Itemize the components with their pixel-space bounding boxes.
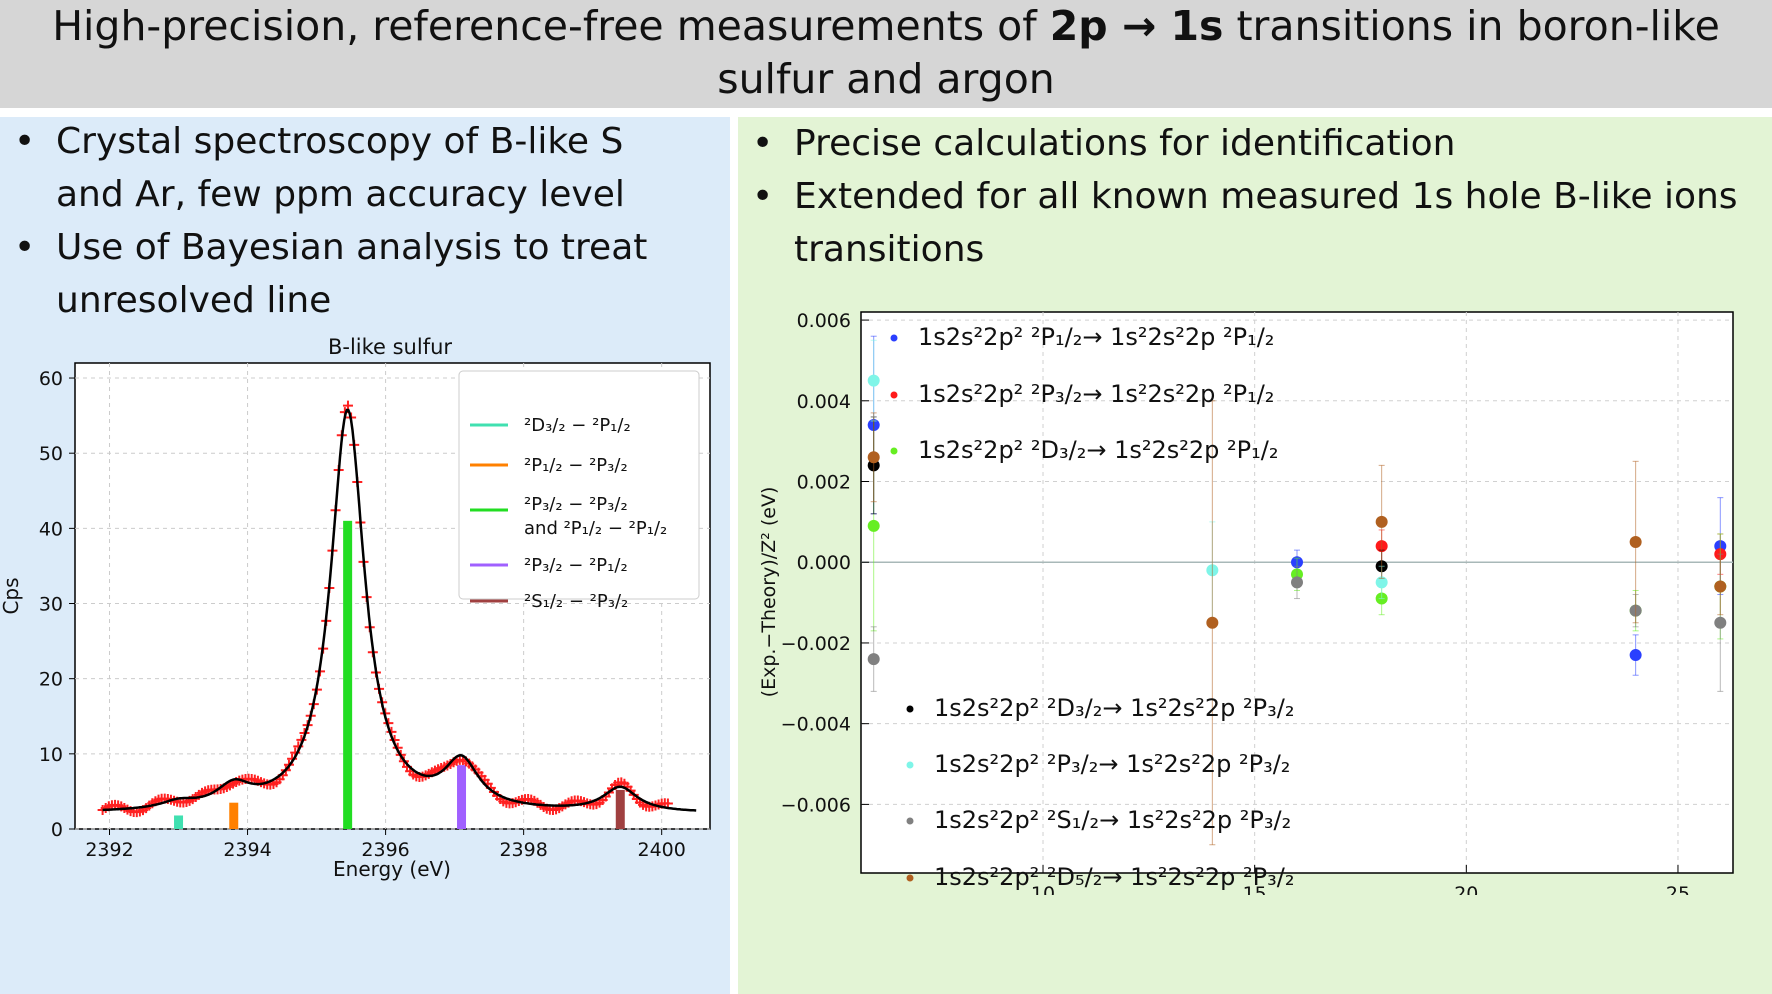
legend-label: 1s2s²2p² ²D₃/₂→ 1s²2s²2p ²P₃/₂ (934, 694, 1294, 722)
right-bullet-list: Precise calculations for identification … (738, 117, 1748, 276)
axis-ticks: 2392 2394 2396 2398 2400 0 10 20 30 40 50 60 (39, 368, 686, 861)
data-point (1375, 576, 1388, 589)
bar (174, 815, 184, 829)
legend-marker (906, 874, 914, 882)
x-tick-label: 20 (1454, 883, 1478, 895)
legend-label: 1s2s²2p² ²P₁/₂→ 1s²2s²2p ²P₁/₂ (918, 323, 1274, 351)
data-point (867, 374, 880, 387)
legend-label: 1s2s²2p² ²S₁/₂→ 1s²2s²2p ²P₃/₂ (934, 806, 1291, 834)
y-tick-label: 0.002 (797, 472, 851, 494)
legend-marker (890, 391, 898, 399)
data-point (1629, 649, 1642, 662)
title-text-2: transitions in boron-like (1223, 2, 1720, 50)
legend-label: 1s2s²2p² ²D₅/₂→ 1s²2s²2p ²P₃/₂ (934, 863, 1294, 891)
bar (615, 789, 625, 829)
y-tick-label: 30 (39, 594, 63, 616)
x-axis-label: Energy (eV) (333, 857, 451, 881)
fit-line (102, 408, 697, 812)
bar (343, 520, 353, 829)
x-tick-label: 2400 (638, 839, 686, 861)
y-tick-label: 40 (39, 518, 63, 540)
y-axis-label: (Exp.−Theory)/Z² (eV) (758, 487, 780, 698)
legend-label: ²P₃/₂ − ²P₃/₂ (524, 494, 628, 515)
y-tick-label: 0.006 (797, 310, 851, 332)
legend-marker (906, 761, 914, 769)
right-bullet-item: Precise calculations for identification (738, 117, 1748, 170)
legend-label: ²D₃/₂ − ²P₁/₂ (524, 415, 631, 436)
chart-title: B-like sulfur (328, 335, 452, 359)
x-tick-label: 2398 (499, 839, 547, 861)
data-points (867, 335, 1727, 846)
legend-entries: 1s2s²2p² ²P₁/₂→ 1s²2s²2p ²P₁/₂ 1s2s²2p² ²… (890, 323, 1294, 891)
y-tick-label: 0 (51, 819, 63, 841)
data-point (1629, 536, 1642, 549)
y-tick-label: 10 (39, 744, 63, 766)
legend-label: 1s2s²2p² ²D₃/₂→ 1s²2s²2p ²P₁/₂ (918, 436, 1278, 464)
right-panel: Precise calculations for identification … (738, 117, 1772, 994)
title-line-2: sulfur and argon (717, 55, 1055, 103)
y-tick-label: −0.002 (781, 633, 851, 655)
legend-box (458, 370, 700, 600)
legend-entries: ²D₃/₂ − ²P₁/₂ ²P₁/₂ − ²P₃/₂ ²P₃/₂ − ²P₃/₂ a… (470, 415, 667, 612)
legend-label: ²S₁/₂ − ²P₃/₂ (524, 591, 628, 612)
x-tick-label: 2396 (361, 839, 409, 861)
y-tick-label: −0.004 (781, 714, 851, 736)
left-bullet-list: Crystal spectroscopy of B-like S and Ar,… (0, 115, 700, 327)
title-text-1: High-precision, reference-free measureme… (52, 2, 1050, 50)
data-point (1714, 616, 1727, 629)
axis-ticks: 10 15 20 25 0.006 0.004 0.002 0.000 −0.002 −0.004… (781, 310, 1690, 895)
bar (229, 802, 239, 829)
data-point (867, 653, 880, 666)
bar (457, 765, 467, 829)
x-tick-label: 2392 (85, 839, 133, 861)
y-tick-label: −0.006 (781, 794, 851, 816)
x-tick-label: 2394 (223, 839, 271, 861)
x-tick-label: 25 (1666, 883, 1690, 895)
legend-label-line2: and ²P₁/₂ − ²P₁/₂ (524, 518, 667, 539)
left-bullet-item: Crystal spectroscopy of B-like S and Ar,… (0, 115, 700, 221)
legend-marker (890, 334, 898, 342)
legend-marker (890, 447, 898, 455)
y-axis-label: Cps (0, 577, 23, 614)
y-tick-label: 0.000 (797, 552, 851, 574)
legend-label: ²P₁/₂ − ²P₃/₂ (524, 455, 628, 476)
x-tick-label: 10 (1031, 883, 1055, 895)
data-point (1375, 515, 1388, 528)
right-bullet-item: Extended for all known measured 1s hole … (738, 170, 1748, 276)
x-tick-label: 15 (1243, 883, 1267, 895)
left-bullet-item: Use of Bayesian analysis to treat unreso… (0, 221, 700, 327)
data-point (1206, 616, 1219, 629)
title-line-1: High-precision, reference-free measureme… (0, 0, 1772, 53)
legend: ²D₃/₂ − ²P₁/₂ ²P₁/₂ − ²P₃/₂ ²P₃/₂ − ²P₃/₂ a… (458, 370, 700, 612)
y-tick-label: 50 (39, 443, 63, 465)
left-panel: Crystal spectroscopy of B-like S and Ar,… (0, 115, 730, 994)
y-tick-label: 60 (39, 368, 63, 390)
data-point (1291, 576, 1303, 589)
title-banner: High-precision, reference-free measureme… (0, 0, 1772, 108)
legend-marker (906, 705, 914, 713)
residual-chart: 10 15 20 25 0.006 0.004 0.002 0.000 −0.002 −0.004… (758, 310, 1734, 895)
title-bold-text: 2p → 1s (1049, 2, 1224, 50)
data-point (1714, 580, 1727, 593)
y-tick-label: 0.004 (797, 391, 851, 413)
data-point (867, 451, 880, 464)
spectrum-chart: B-like sulfur 2392 2394 2396 2398 2400 0 10 20 3… (0, 335, 711, 881)
bars (174, 520, 625, 829)
legend-label: 1s2s²2p² ²P₃/₂→ 1s²2s²2p ²P₃/₂ (934, 750, 1290, 778)
y-tick-label: 20 (39, 669, 63, 691)
legend-label: 1s2s²2p² ²P₃/₂→ 1s²2s²2p ²P₁/₂ (918, 380, 1274, 408)
legend-label: ²P₃/₂ − ²P₁/₂ (524, 555, 628, 576)
data-point (867, 519, 880, 532)
legend-marker (906, 817, 914, 825)
